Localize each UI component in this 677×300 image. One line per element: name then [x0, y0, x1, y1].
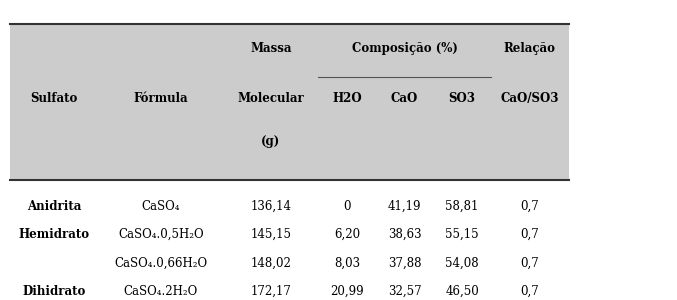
Text: CaSO₄.0,5H₂O: CaSO₄.0,5H₂O	[118, 228, 204, 241]
Text: 148,02: 148,02	[250, 257, 291, 270]
Text: 54,08: 54,08	[445, 257, 479, 270]
Text: 6,20: 6,20	[334, 228, 360, 241]
Text: Massa: Massa	[250, 42, 292, 55]
Text: 20,99: 20,99	[330, 285, 364, 298]
Text: 37,88: 37,88	[388, 257, 421, 270]
Text: (g): (g)	[261, 134, 280, 148]
Text: 58,81: 58,81	[445, 200, 479, 213]
Text: Hemidrato: Hemidrato	[18, 228, 90, 241]
Text: 0,7: 0,7	[521, 285, 539, 298]
Text: 8,03: 8,03	[334, 257, 360, 270]
Text: CaSO₄.2H₂O: CaSO₄.2H₂O	[124, 285, 198, 298]
Text: H2O: H2O	[332, 92, 362, 105]
Text: SO3: SO3	[449, 92, 475, 105]
Text: CaO/SO3: CaO/SO3	[500, 92, 559, 105]
Bar	[10, 24, 569, 180]
Text: Molecular: Molecular	[238, 92, 304, 105]
Text: 55,15: 55,15	[445, 228, 479, 241]
Text: CaSO₄.0,66H₂O: CaSO₄.0,66H₂O	[114, 257, 207, 270]
Text: Sulfato: Sulfato	[30, 92, 78, 105]
Text: CaSO₄: CaSO₄	[141, 200, 180, 213]
Text: 32,57: 32,57	[388, 285, 421, 298]
Text: Anidrita: Anidrita	[27, 200, 81, 213]
Text: Dihidrato: Dihidrato	[22, 285, 86, 298]
Text: 46,50: 46,50	[445, 285, 479, 298]
Text: 0: 0	[343, 200, 351, 213]
Text: 145,15: 145,15	[250, 228, 291, 241]
Text: 41,19: 41,19	[388, 200, 421, 213]
Text: 172,17: 172,17	[250, 285, 291, 298]
Text: Relação: Relação	[504, 42, 556, 55]
Text: Composição (%): Composição (%)	[351, 42, 458, 55]
Text: CaO: CaO	[391, 92, 418, 105]
Text: 0,7: 0,7	[521, 228, 539, 241]
Text: 38,63: 38,63	[388, 228, 421, 241]
Text: Fórmula: Fórmula	[133, 92, 188, 105]
Text: 136,14: 136,14	[250, 200, 291, 213]
Text: 0,7: 0,7	[521, 257, 539, 270]
Text: 0,7: 0,7	[521, 200, 539, 213]
